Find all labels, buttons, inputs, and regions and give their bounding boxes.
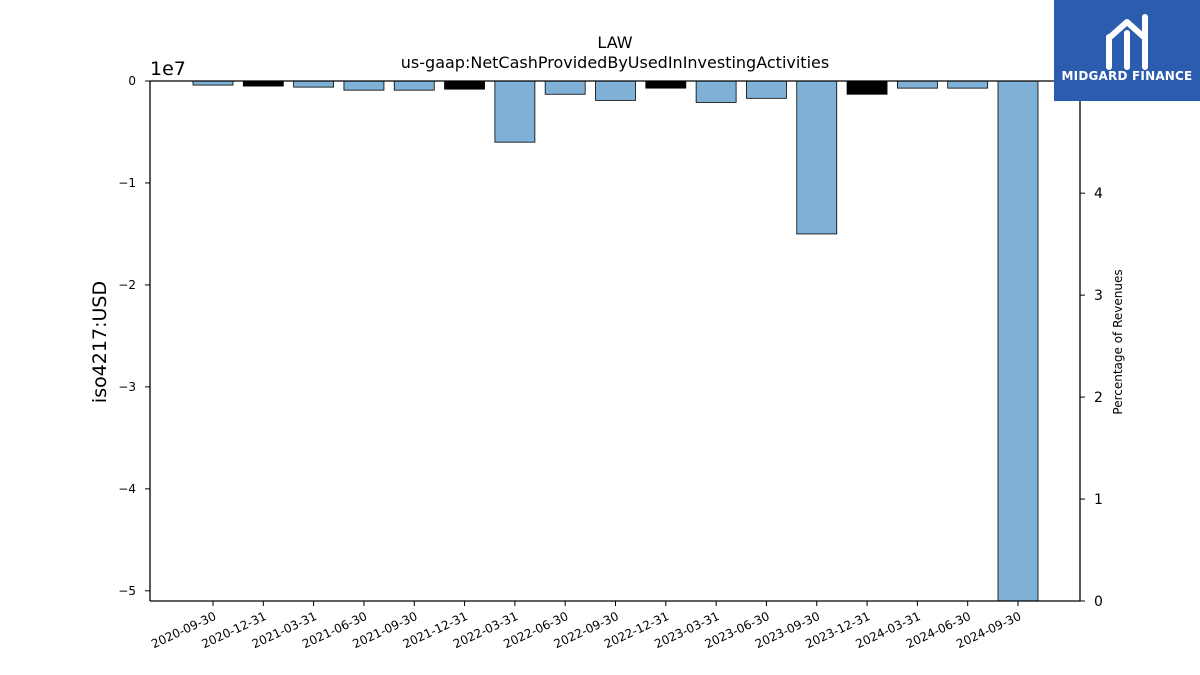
y-tick-label: −4: [118, 482, 136, 496]
bar-2022-03-31: [494, 80, 536, 143]
bars-group: [192, 80, 1039, 602]
bar-2023-03-31: [695, 80, 737, 103]
bar-2021-12-31: [444, 80, 485, 90]
bar-2021-03-31: [293, 80, 335, 88]
y-tick-label: −1: [118, 176, 136, 190]
midgard-finance-logo: MIDGARD FINANCE: [1054, 0, 1200, 101]
logo-text: MIDGARD FINANCE: [1061, 69, 1193, 83]
bar-2022-09-30: [595, 80, 636, 101]
y2-tick-label: 3: [1094, 288, 1103, 304]
y2-tick-label: 1: [1094, 492, 1103, 508]
y-tick-label: −2: [118, 278, 136, 292]
bar-2022-12-31: [645, 80, 687, 89]
y-tick-label: −3: [118, 380, 136, 394]
bar-2023-06-30: [746, 80, 787, 99]
y-axis-label: iso4217:USD: [89, 281, 111, 403]
bar-2023-09-30: [796, 80, 838, 235]
y-tick-label: 0: [128, 74, 136, 88]
bar-2024-09-30: [997, 80, 1039, 602]
chart-title: LAW: [597, 33, 632, 52]
bar-2024-03-31: [896, 80, 938, 89]
y-offset-label: 1e7: [150, 58, 186, 80]
y2-tick-label: 0: [1094, 594, 1103, 610]
bar-2021-09-30: [393, 80, 435, 91]
y-tick-label: −5: [118, 584, 136, 598]
bar-2020-12-31: [242, 80, 284, 87]
bar-2023-12-31: [846, 80, 888, 95]
bar-2024-06-30: [947, 80, 989, 89]
y2-tick-label: 2: [1094, 390, 1103, 406]
y2-axis-label: Percentage of Revenues: [1111, 269, 1125, 414]
chart-subtitle: us-gaap:NetCashProvidedByUsedInInvesting…: [401, 53, 829, 72]
bar-2021-06-30: [343, 80, 385, 91]
y2-tick-label: 4: [1094, 186, 1103, 202]
bar-2022-06-30: [544, 80, 586, 95]
logo-mark-icon: [1106, 14, 1148, 70]
axes-group: 2020-09-302020-12-312021-03-312021-06-30…: [118, 74, 1103, 651]
